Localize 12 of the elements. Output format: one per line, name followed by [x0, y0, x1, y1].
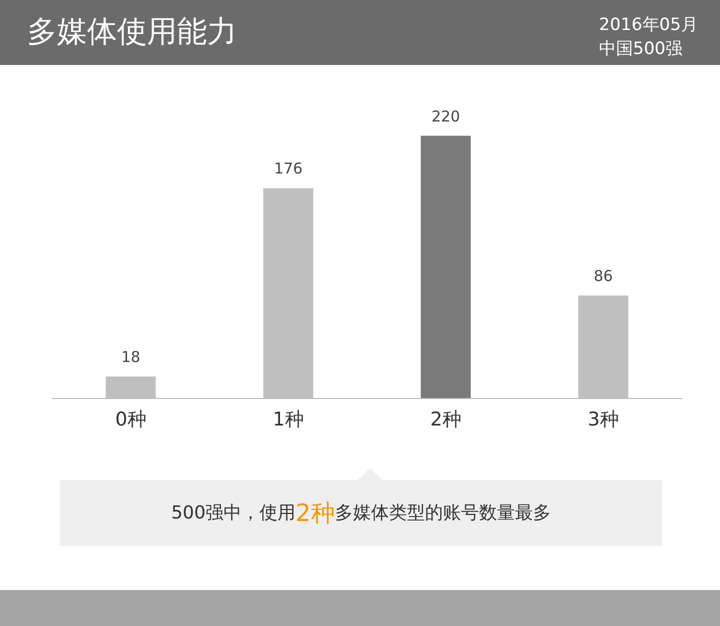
data-label: 176: [274, 160, 303, 178]
x-tick-label: 2种: [430, 408, 462, 430]
bar: [420, 136, 471, 398]
x-tick-label: 1种: [272, 408, 304, 430]
chart-subtitle: 2016年05月中国500强: [599, 15, 698, 59]
data-label: 18: [121, 348, 140, 366]
data-label: 220: [431, 107, 460, 126]
chart-title: 多媒体使用能力: [27, 14, 237, 50]
x-tick-label: 0种: [115, 408, 146, 430]
x-tick-label: 3种: [588, 408, 619, 430]
data-label: 86: [594, 266, 613, 285]
text: 500强中，使用2种多媒体类型的账号数量最多: [171, 499, 551, 527]
